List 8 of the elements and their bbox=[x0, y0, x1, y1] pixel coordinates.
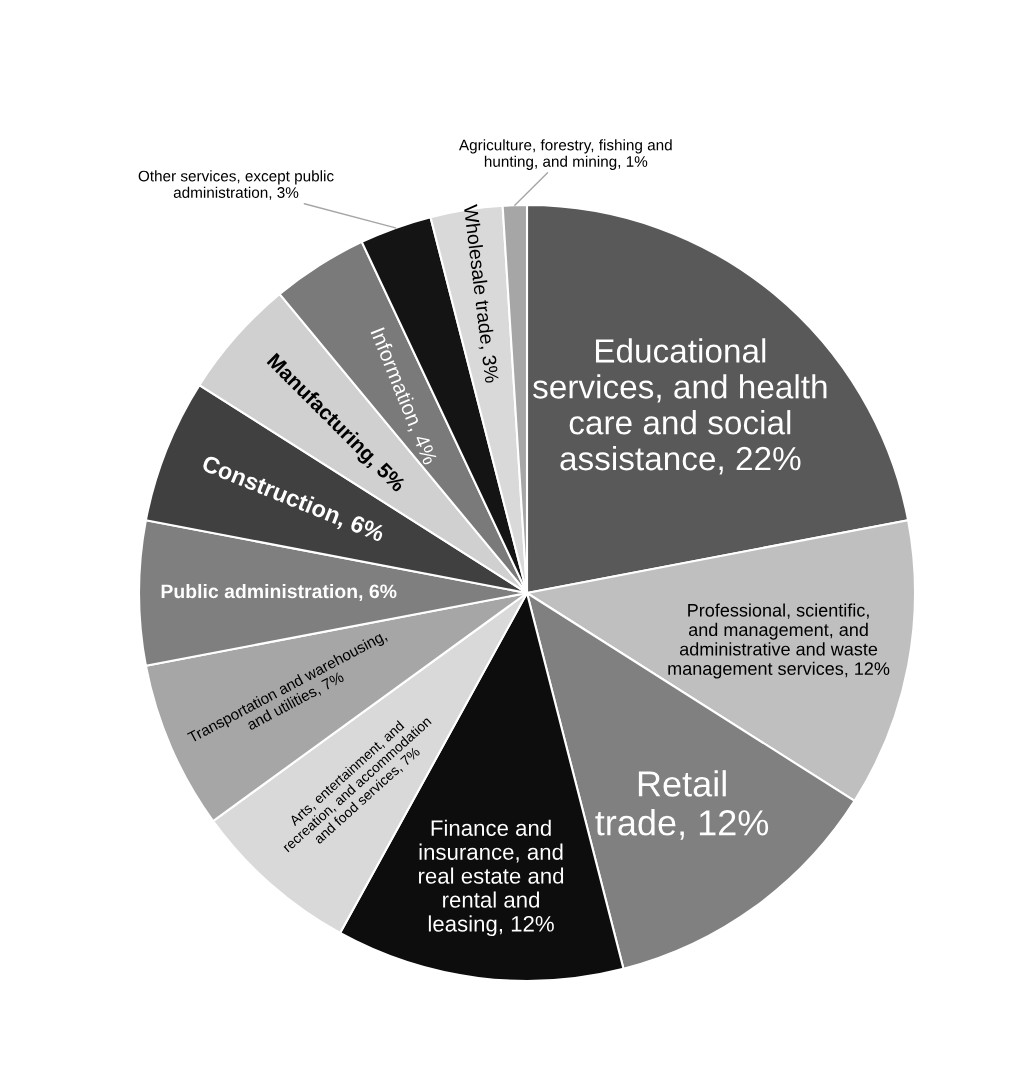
slice-label: Other services, except public administration, 3% bbox=[138, 170, 334, 200]
slice-label: Wholesale trade, 3% bbox=[461, 204, 500, 384]
slice-label: Finance and insurance, and real estate and rental and leasing, 12% bbox=[418, 819, 564, 937]
slice-label: Professional, scientific, and management, and administrative and waste management services, 12% bbox=[668, 603, 890, 679]
slice-label: Agriculture, forestry, fishing and hunting, and mining, 1% bbox=[458, 139, 672, 170]
slice-label: Retail trade, 12% bbox=[595, 770, 769, 840]
slice-label: Public administration, 6% bbox=[161, 583, 397, 602]
slice-label: Educational services, and health care and social assistance, 22% bbox=[533, 338, 827, 475]
